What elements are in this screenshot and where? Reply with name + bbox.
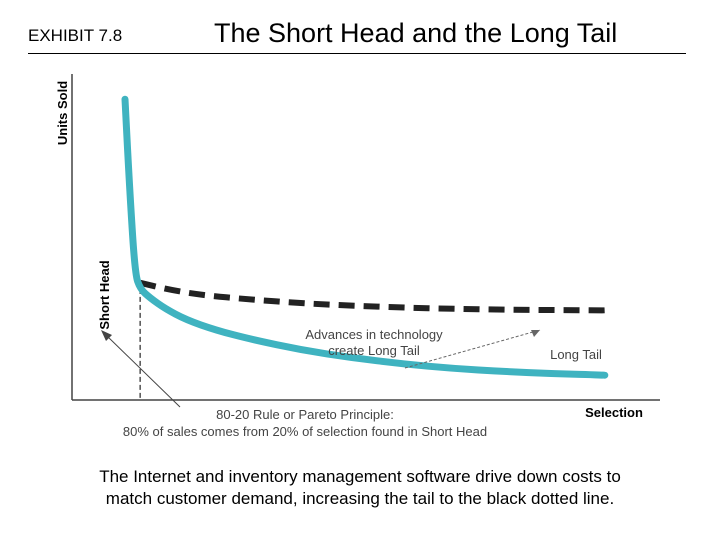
advances-arrow bbox=[404, 329, 541, 369]
advances-annotation-line2: create Long Tail bbox=[328, 343, 420, 358]
pareto-arrow bbox=[105, 334, 181, 408]
y-axis-label: Units Sold bbox=[55, 81, 70, 145]
advances-annotation-line1: Advances in technology bbox=[305, 327, 443, 342]
short-head-label: Short Head bbox=[97, 260, 112, 329]
long-tail-label: Long Tail bbox=[550, 347, 602, 362]
pareto-arrowhead bbox=[101, 330, 112, 341]
pareto-annotation-line1: 80-20 Rule or Pareto Principle: bbox=[216, 407, 394, 422]
x-axis-label: Selection bbox=[585, 405, 643, 420]
caption-line2: match customer demand, increasing the ta… bbox=[105, 489, 615, 508]
caption: The Internet and inventory management so… bbox=[30, 466, 690, 510]
demand-curve-line bbox=[121, 95, 609, 379]
exhibit-label: EXHIBIT 7.8 bbox=[28, 26, 123, 45]
chart-title: The Short Head and the Long Tail bbox=[214, 18, 618, 48]
advances-arrowhead bbox=[531, 330, 540, 337]
caption-line1: The Internet and inventory management so… bbox=[99, 467, 621, 486]
title-rule bbox=[28, 53, 686, 54]
extended-long-tail-line bbox=[139, 279, 608, 314]
pareto-annotation-line2: 80% of sales comes from 20% of selection… bbox=[123, 424, 487, 439]
